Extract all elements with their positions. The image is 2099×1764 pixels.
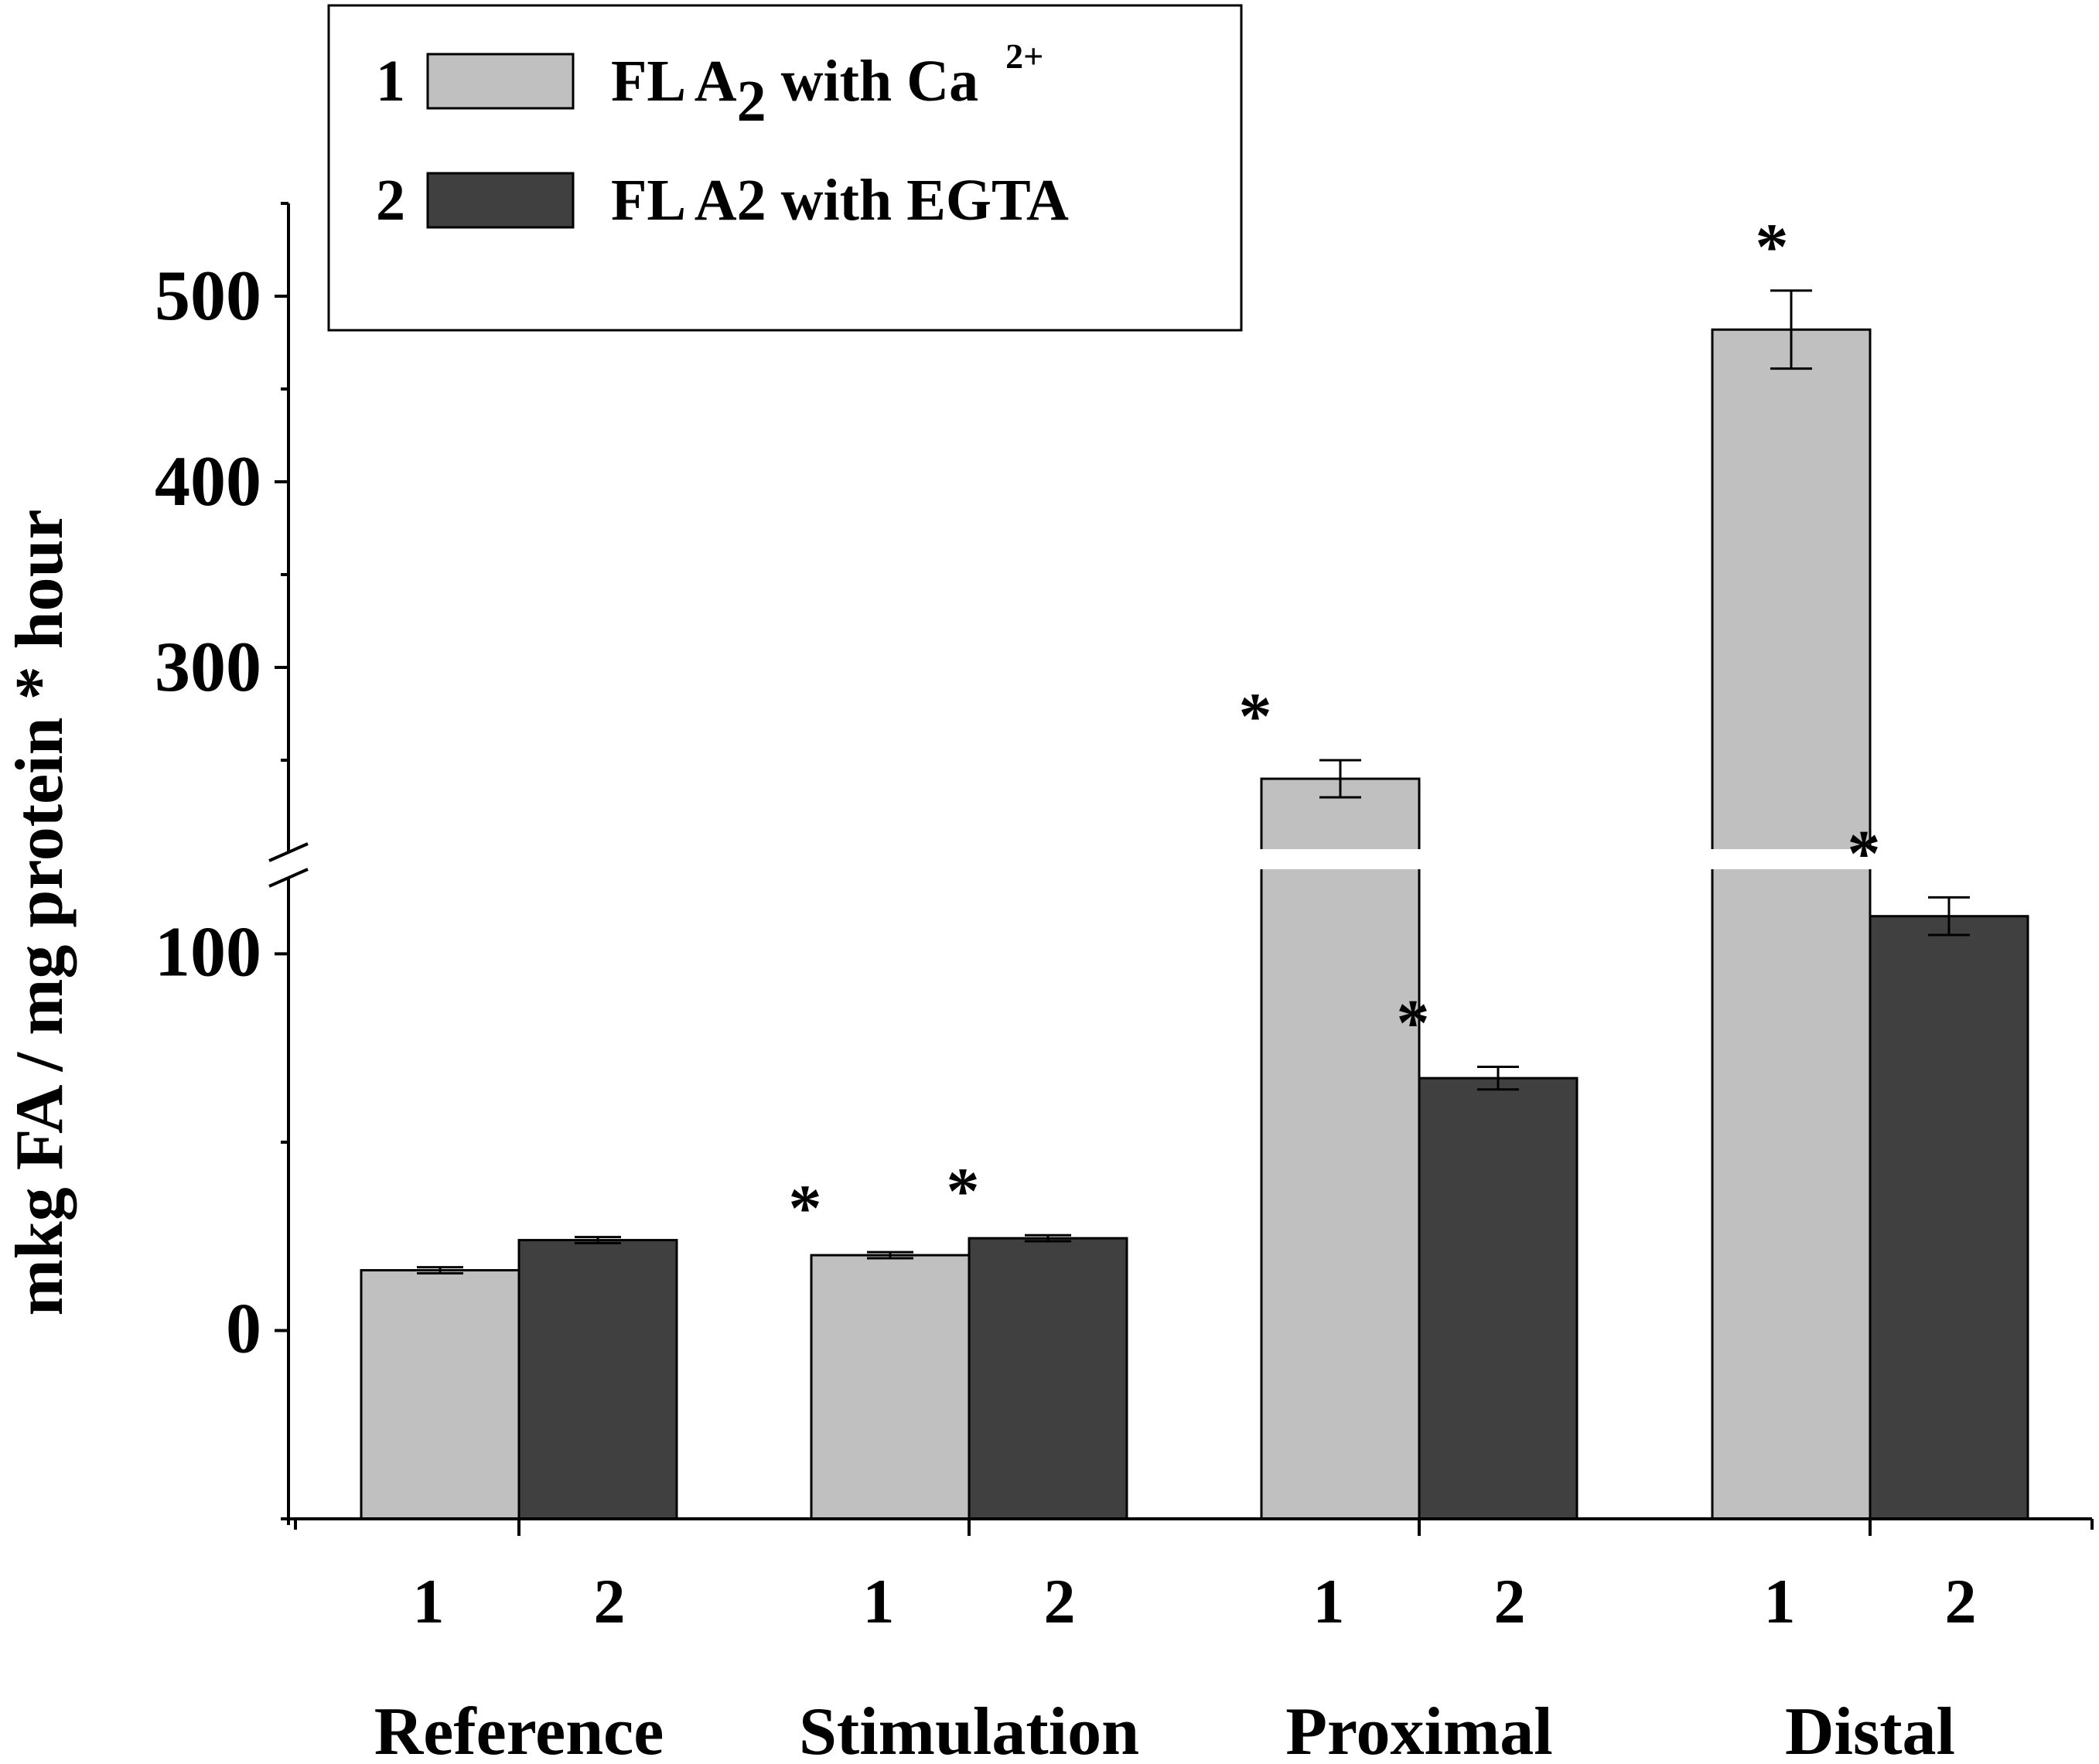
y-tick-label-300: 300: [155, 627, 261, 706]
legend-label-series-2: FL A2 with EGTA: [611, 168, 1069, 233]
x-group-label-proximal: Proximal: [1285, 1694, 1552, 1760]
axis-break-band-distal-1: [1711, 849, 1872, 869]
axis-break-mark-upper: [268, 842, 309, 862]
legend-label-1-subscript: 2: [737, 69, 766, 134]
x-bar-label-stimulation-2: 2: [1044, 1566, 1076, 1636]
axes: 0 100 300 400 500 1 2 Reference 1 2 Stimulation 1 2 P…: [155, 202, 2094, 1764]
legend-swatch-series-2: [426, 172, 575, 229]
x-group-label-distal: Distal: [1785, 1694, 1955, 1760]
y-tick-label-500: 500: [155, 256, 261, 335]
significance-marker-distal-1: *: [1756, 210, 1789, 284]
axis-break-band-proximal-1: [1260, 849, 1421, 869]
bar-stimulation-series-1: [810, 1254, 971, 1520]
significance-marker-proximal-2: *: [1397, 986, 1430, 1060]
x-group-label-stimulation: Stimulation: [799, 1694, 1139, 1760]
legend-key-1: 1: [376, 49, 405, 114]
legend-label-1-prefix: FL A: [611, 49, 737, 114]
significance-marker-stimulation-1: *: [789, 1171, 822, 1245]
legend-label-1-superscript: 2+: [1005, 36, 1043, 76]
x-bar-label-reference-1: 1: [413, 1566, 445, 1636]
bar-reference-series-1: [360, 1269, 520, 1520]
y-tick-label-400: 400: [155, 442, 261, 520]
x-bar-label-proximal-2: 2: [1494, 1566, 1526, 1636]
bar-reference-series-2: [517, 1239, 678, 1520]
significance-marker-proximal-1: *: [1239, 679, 1272, 753]
significance-marker-distal-2: *: [1848, 816, 1881, 890]
bar-proximal-series-2: [1418, 1076, 1579, 1520]
x-bar-label-distal-1: 1: [1764, 1566, 1796, 1636]
axis-break-mark-lower: [268, 868, 309, 888]
legend: 1 FL A2 with Ca 2+ 2 FL A2 with EGTA: [327, 4, 1243, 332]
plot-area: * * * * * *: [360, 210, 2029, 1520]
y-axis-label: mkg FA / mg protein * hour: [2, 509, 77, 1315]
bar-proximal-series-1: [1260, 777, 1421, 1520]
legend-label-series-1: FL A2 with Ca 2+: [611, 36, 1043, 134]
x-bar-label-reference-2: 2: [594, 1566, 626, 1636]
x-bar-label-stimulation-1: 1: [863, 1566, 895, 1636]
x-group-label-reference: Reference: [374, 1694, 664, 1760]
x-bar-label-distal-2: 2: [1945, 1566, 1977, 1636]
bar-distal-series-2: [1869, 915, 2029, 1520]
bar-stimulation-series-2: [968, 1237, 1128, 1520]
legend-key-2: 2: [376, 168, 405, 233]
y-tick-label-0: 0: [226, 1288, 261, 1367]
significance-marker-stimulation-2: *: [947, 1154, 980, 1228]
bar-distal-series-1: [1711, 328, 1872, 1520]
legend-swatch-series-1: [426, 53, 575, 110]
x-bar-label-proximal-1: 1: [1313, 1566, 1345, 1636]
legend-label-1-mid: with Ca: [766, 49, 993, 114]
y-tick-label-100: 100: [155, 912, 261, 991]
